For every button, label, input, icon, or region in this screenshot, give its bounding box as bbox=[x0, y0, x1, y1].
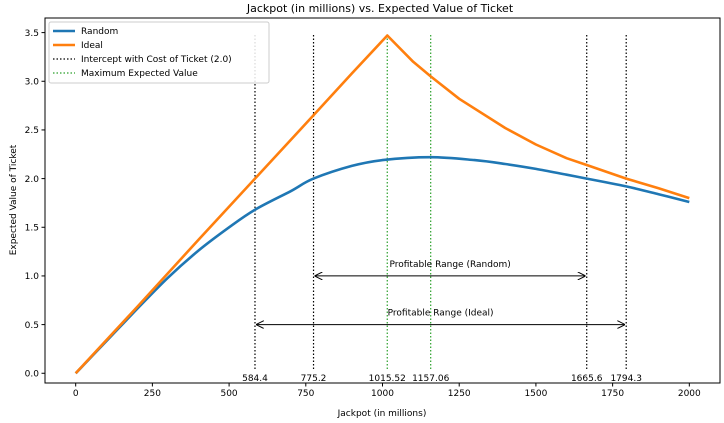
legend: Random Ideal Intercept with Cost of Ticket… bbox=[48, 21, 270, 84]
vline-label-1: 775.2 bbox=[301, 374, 327, 384]
series-line-ideal bbox=[74, 34, 690, 375]
y-tick-label-0: 0.0 bbox=[25, 369, 40, 379]
x-axis: 0 250 500 750 1000 1250 1500 1750 2000 bbox=[73, 383, 701, 399]
y-tick-label-1: 0.5 bbox=[25, 321, 39, 331]
legend-box bbox=[48, 21, 270, 84]
legend-label-2: Intercept with Cost of Ticket (2.0) bbox=[81, 55, 232, 65]
chart-title: Jackpot (in millions) vs. Expected Value… bbox=[246, 2, 514, 15]
y-tick-label-7: 3.5 bbox=[25, 29, 39, 39]
x-tick-label-1: 250 bbox=[144, 389, 161, 399]
legend-label-1: Ideal bbox=[81, 41, 103, 51]
x-tick-label-4: 1000 bbox=[371, 389, 394, 399]
vline-label-5: 1794.3 bbox=[610, 374, 642, 384]
x-tick-label-3: 750 bbox=[297, 389, 314, 399]
vline-label-0: 584.4 bbox=[242, 374, 268, 384]
y-tick-label-3: 1.5 bbox=[25, 223, 39, 233]
y-axis-label: Expected Value of Ticket bbox=[9, 144, 19, 255]
y-tick-label-5: 2.5 bbox=[25, 126, 39, 136]
y-axis: 0.0 0.5 1.0 1.5 2.0 2.5 3.0 3.5 bbox=[25, 29, 45, 379]
range-label-1: Profitable Range (Ideal) bbox=[388, 309, 494, 319]
x-tick-label-7: 1750 bbox=[601, 389, 624, 399]
series-line-random bbox=[74, 155, 690, 375]
x-tick-label-2: 500 bbox=[220, 389, 237, 399]
x-tick-label-6: 1500 bbox=[524, 389, 547, 399]
x-tick-label-8: 2000 bbox=[678, 389, 701, 399]
y-tick-label-2: 1.0 bbox=[25, 272, 40, 282]
legend-label-3: Maximum Expected Value bbox=[81, 69, 198, 79]
y-tick-label-4: 2.0 bbox=[25, 175, 40, 185]
vline-label-3: 1157.06 bbox=[412, 374, 449, 384]
x-axis-label: Jackpot (in millions) bbox=[337, 409, 427, 419]
y-tick-label-6: 3.0 bbox=[25, 77, 40, 87]
x-tick-label-0: 0 bbox=[73, 389, 79, 399]
range-label-0: Profitable Range (Random) bbox=[389, 260, 510, 270]
x-tick-label-5: 1250 bbox=[448, 389, 471, 399]
vline-label-4: 1665.6 bbox=[571, 374, 603, 384]
vline-label-2: 1015.52 bbox=[369, 374, 406, 384]
plot-area: 584.4 775.2 1015.52 1157.06 1665.6 1794.3 Prof… bbox=[74, 34, 690, 384]
legend-label-0: Random bbox=[81, 27, 118, 37]
